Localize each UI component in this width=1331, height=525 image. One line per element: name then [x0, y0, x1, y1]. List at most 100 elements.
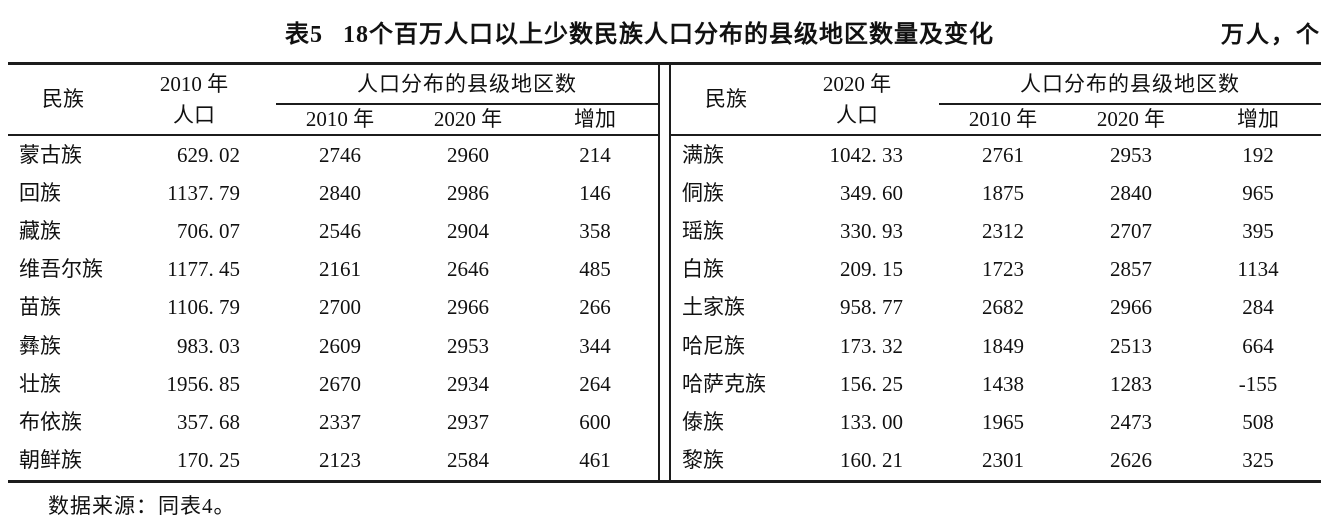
cell-2010: 2337: [319, 409, 361, 434]
cell-population: 209. 15: [839, 257, 903, 282]
cell-2020: 2584: [447, 448, 489, 473]
cell-population: 1042. 33: [829, 142, 903, 167]
cell-ethnic: 黎族: [681, 448, 724, 473]
header-county-group: 人口分布的县级地区数: [276, 65, 659, 105]
table-row: 蒙古族 629. 02 2746 2960 214: [8, 135, 658, 174]
cell-2020: 2904: [447, 218, 489, 243]
cell-increase: 508: [1242, 409, 1274, 434]
table-row: 维吾尔族 1177. 45 2161 2646 485: [8, 251, 658, 289]
table-row: 土家族 958. 77 2682 2966 284: [671, 289, 1321, 327]
table-row: 藏族 706. 07 2546 2904 358: [8, 212, 658, 250]
cell-2010: 2682: [981, 295, 1024, 320]
cell-ethnic: 侗族: [681, 180, 724, 205]
cell-2010: 2761: [981, 142, 1024, 167]
cell-2020: 2960: [447, 142, 489, 167]
cell-population: 629. 02: [177, 142, 240, 167]
header-sub-2010: 2010 年: [938, 104, 1067, 136]
cell-ethnic: 哈萨克族: [681, 371, 766, 396]
cell-population: 1956. 85: [166, 371, 241, 396]
cell-2020: 2707: [1109, 218, 1152, 243]
cell-2020: 2966: [1109, 295, 1152, 320]
table-row: 布依族 357. 68 2337 2937 600: [8, 403, 658, 441]
cell-population: 706. 07: [177, 218, 240, 243]
cell-2010: 2123: [319, 448, 361, 473]
cell-2010: 2546: [319, 218, 361, 243]
cell-spacer: [240, 174, 276, 212]
table-row: 苗族 1106. 79 2700 2966 266: [8, 289, 658, 327]
panel-divider: [658, 65, 671, 480]
cell-ethnic: 满族: [681, 142, 724, 167]
header-ethnic: 民族: [670, 65, 811, 136]
cell-population: 1177. 45: [167, 257, 240, 282]
table-header-right: 民族 2020 年 人口 人口分布的县级地区数 2010 年 2020 年 增加: [670, 65, 1321, 136]
cell-ethnic: 朝鲜族: [19, 448, 82, 473]
table-caption: 表5 18个百万人口以上少数民族人口分布的县级地区数量及变化: [285, 14, 994, 49]
cell-ethnic: 白族: [681, 257, 724, 282]
cell-increase: 344: [579, 333, 611, 358]
source-note: 数据来源：同表4。: [48, 494, 236, 518]
table-row: 白族 209. 15 1723 2857 1134: [671, 251, 1321, 289]
header-sub-2010: 2010 年: [276, 104, 404, 136]
table-caption-row: 表5 18个百万人口以上少数民族人口分布的县级地区数量及变化 万人，个: [0, 0, 1331, 62]
cell-spacer: [903, 251, 939, 289]
table-number: 表5: [285, 22, 323, 48]
table-panel-right: 民族 2020 年 人口 人口分布的县级地区数 2010 年 2020 年 增加…: [670, 65, 1321, 480]
table-panel-left: 民族 2010 年 人口 人口分布的县级地区数 2010 年 2020 年 增加…: [8, 65, 659, 480]
cell-ethnic: 傣族: [681, 409, 724, 434]
cell-2020: 2513: [1109, 333, 1152, 358]
cell-population: 983. 03: [177, 333, 240, 358]
cell-ethnic: 维吾尔族: [19, 257, 103, 282]
cell-2020: 2857: [1109, 257, 1152, 282]
cell-increase: 358: [579, 218, 611, 243]
cell-2020: 2473: [1109, 409, 1152, 434]
cell-2010: 1438: [981, 371, 1024, 396]
cell-2020: 2953: [447, 333, 489, 358]
cell-spacer: [903, 365, 939, 403]
cell-increase: 600: [579, 409, 611, 434]
cell-spacer: [903, 403, 939, 441]
cell-increase: 1134: [1237, 257, 1279, 282]
header-spacer: [902, 65, 939, 136]
cell-increase: -155: [1238, 371, 1278, 396]
cell-2010: 1965: [981, 409, 1024, 434]
cell-increase: 214: [579, 142, 611, 167]
table-row: 满族 1042. 33 2761 2953 192: [671, 135, 1321, 174]
table-row: 哈萨克族 156. 25 1438 1283 -155: [671, 365, 1321, 403]
cell-spacer: [240, 251, 276, 289]
cell-ethnic: 藏族: [19, 218, 61, 243]
cell-increase: 284: [1242, 295, 1274, 320]
cell-2010: 2161: [319, 257, 361, 282]
table-row: 哈尼族 173. 32 1849 2513 664: [671, 327, 1321, 365]
cell-spacer: [240, 212, 276, 250]
cell-spacer: [240, 442, 276, 480]
cell-ethnic: 哈尼族: [681, 333, 745, 358]
cell-ethnic: 苗族: [19, 295, 61, 320]
cell-2010: 2301: [981, 448, 1024, 473]
cell-ethnic: 彝族: [19, 333, 61, 358]
table-row: 朝鲜族 170. 25 2123 2584 461: [8, 442, 658, 480]
cell-population: 133. 00: [839, 409, 903, 434]
table-body-left: 蒙古族 629. 02 2746 2960 214 回族 1137. 79 2840 2986 1…: [8, 135, 658, 480]
cell-increase: 266: [579, 295, 611, 320]
cell-2020: 2934: [447, 371, 489, 396]
cell-increase: 485: [579, 257, 611, 282]
cell-increase: 395: [1242, 218, 1274, 243]
cell-population: 357. 68: [177, 409, 240, 434]
cell-2010: 2746: [319, 142, 361, 167]
header-population-label: 人口: [835, 102, 878, 127]
cell-increase: 461: [579, 448, 611, 473]
cell-2010: 1849: [981, 333, 1024, 358]
table-row: 侗族 349. 60 1875 2840 965: [671, 174, 1321, 212]
cell-ethnic: 回族: [19, 180, 61, 205]
cell-2020: 2966: [447, 295, 489, 320]
cell-spacer: [240, 289, 276, 327]
cell-population: 170. 25: [177, 448, 240, 473]
header-sub-increase: 增加: [1194, 104, 1321, 136]
cell-population: 160. 21: [839, 448, 903, 473]
cell-2020: 2986: [447, 180, 489, 205]
table-row: 壮族 1956. 85 2670 2934 264: [8, 365, 658, 403]
data-table: 民族 2010 年 人口 人口分布的县级地区数 2010 年 2020 年 增加…: [8, 62, 1321, 483]
table-body-right: 满族 1042. 33 2761 2953 192 侗族 349. 60 1875 2840 96…: [671, 135, 1321, 480]
cell-population: 1137. 79: [167, 180, 240, 205]
cell-2020: 2937: [447, 409, 489, 434]
